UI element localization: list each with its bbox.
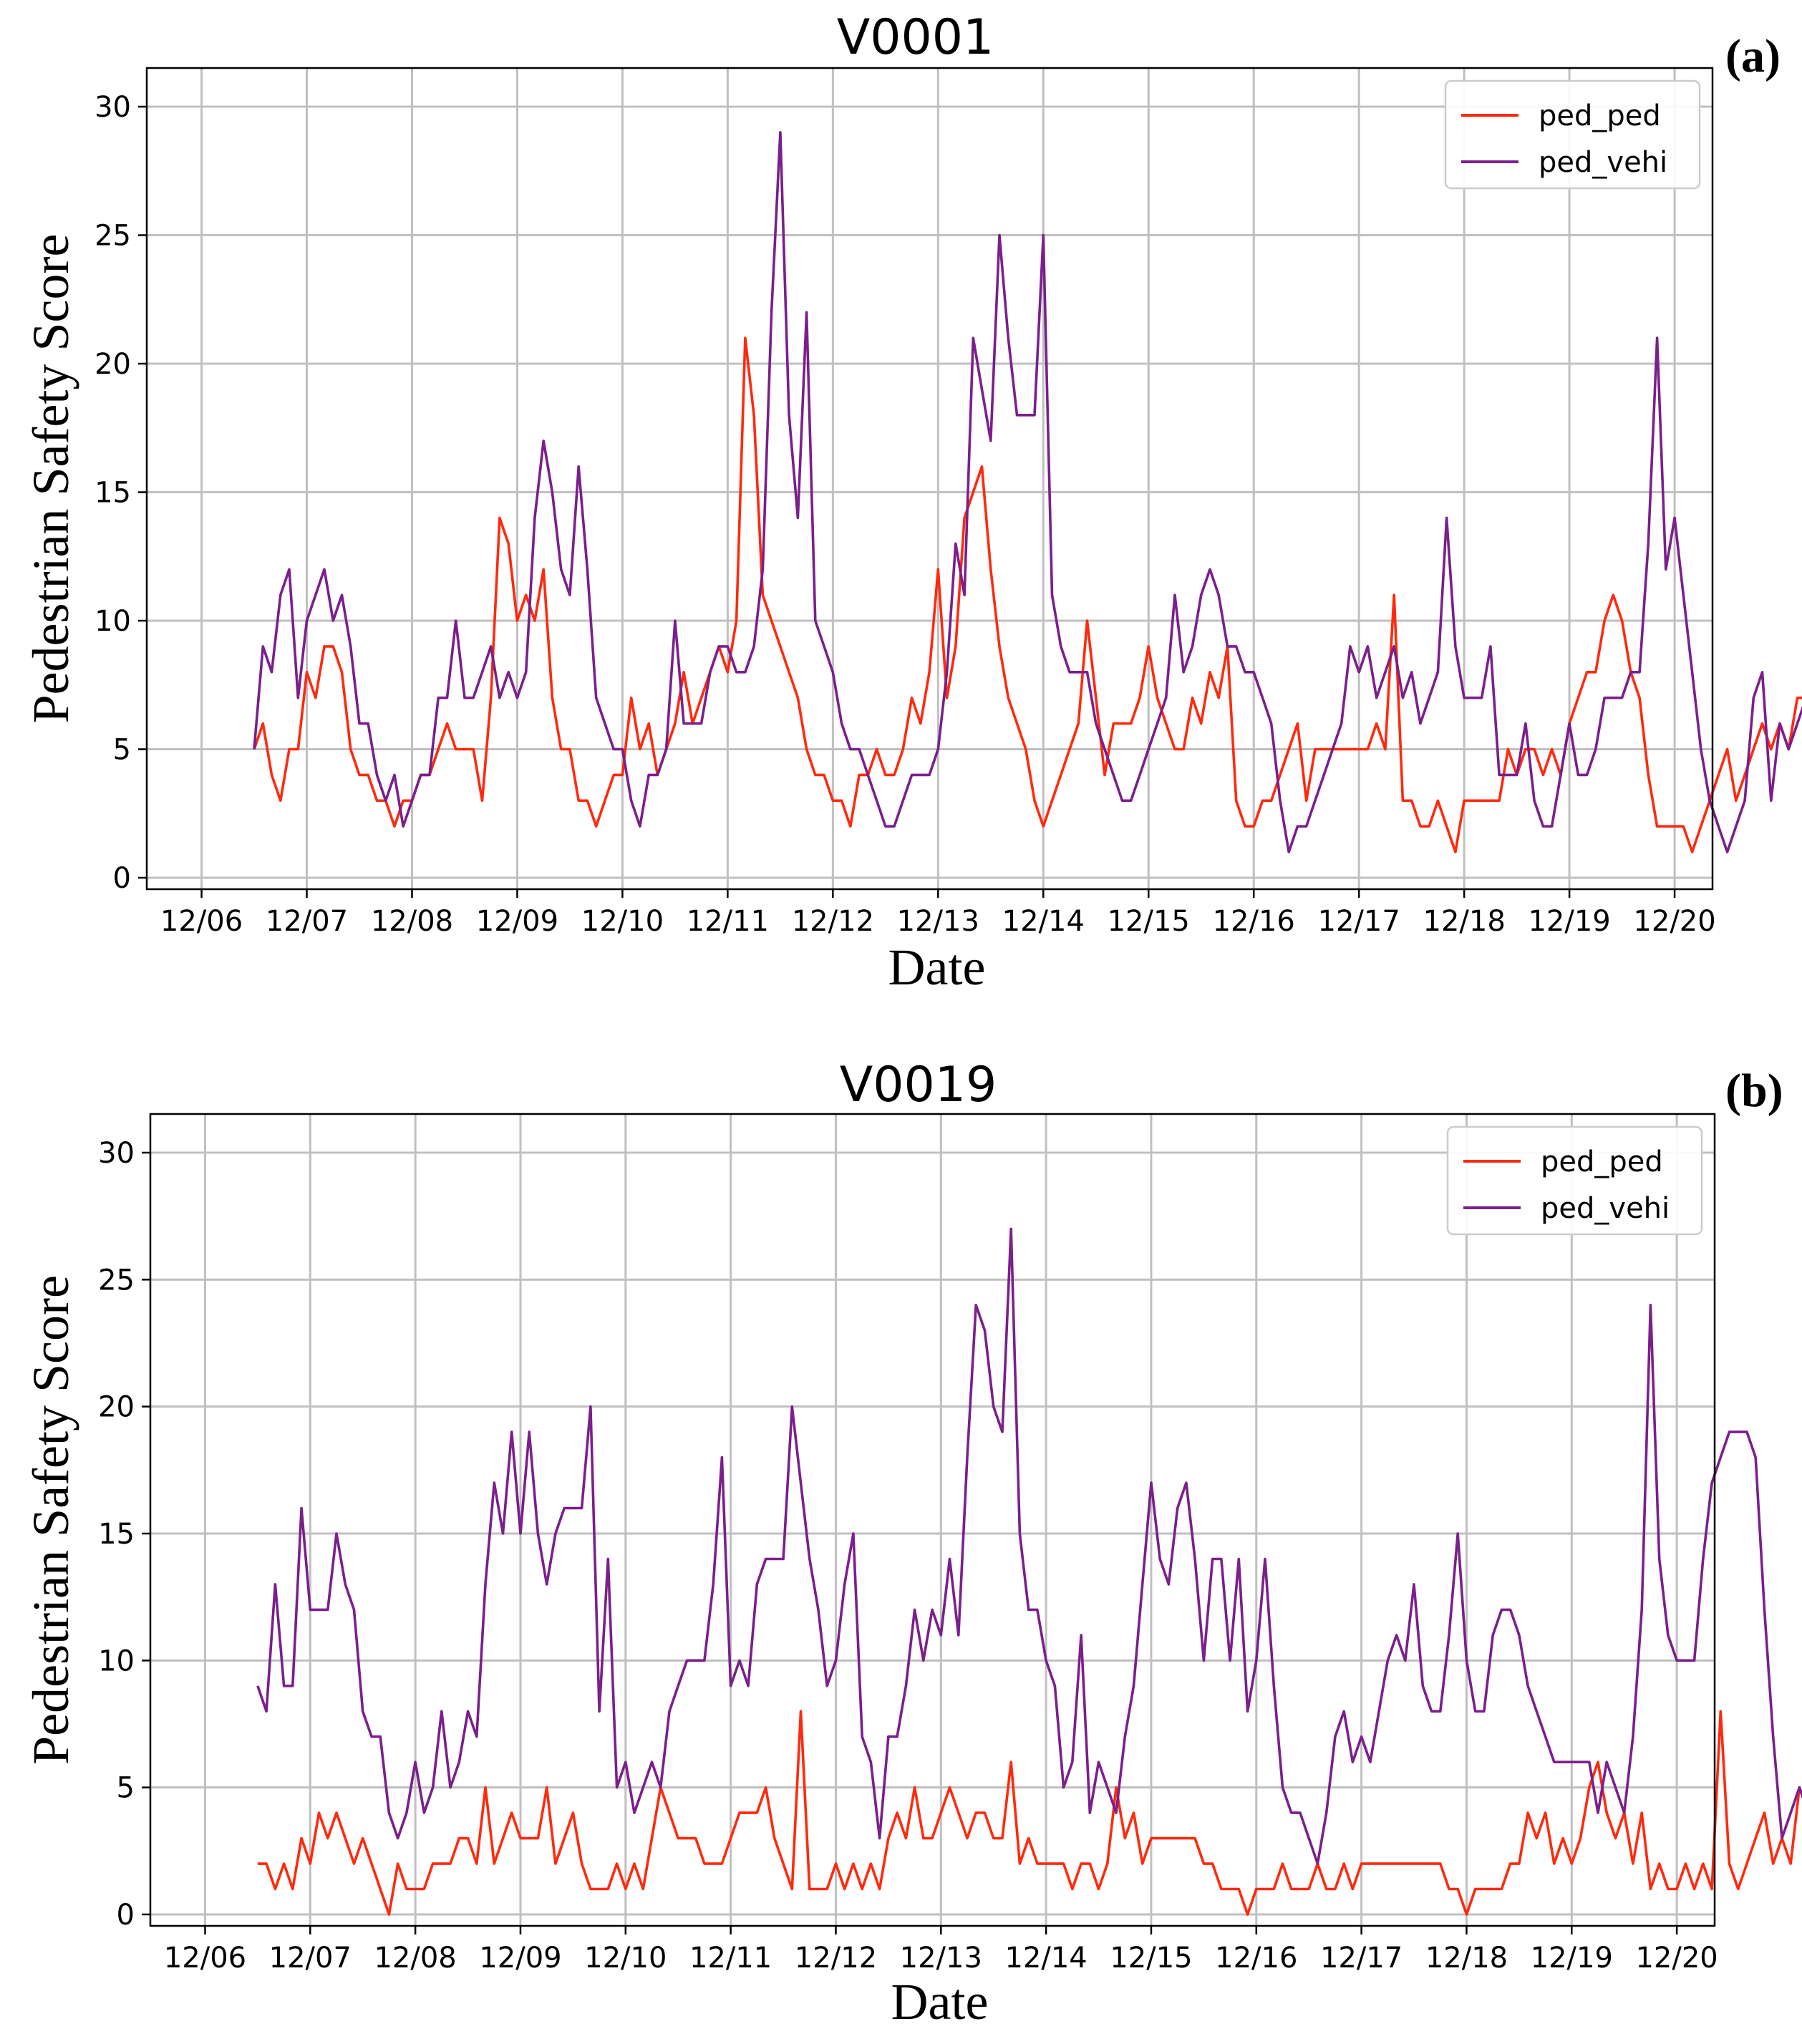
y-tick-label: 25 [98,1264,135,1297]
x-tick-label: 12/09 [479,1942,561,1975]
y-tick-label: 0 [117,1899,135,1932]
x-tick-label: 12/19 [1528,905,1610,938]
x-tick-label: 12/15 [1110,1942,1192,1975]
legend: ped_ped ped_vehi [1444,79,1701,190]
y-axis-label: Pedestrian Safety Score [22,1275,79,1765]
y-tick-label: 10 [98,1645,135,1677]
grid [147,68,1713,889]
series-line-ped_ped [257,1710,1802,1916]
legend: ped_ped ped_vehi [1446,1125,1703,1236]
series-line-ped_ped [253,336,1802,853]
x-tick-label: 12/20 [1633,905,1715,938]
plot-area [145,67,1714,891]
x-tick-label: 12/07 [269,1942,352,1975]
x-tick-label: 12/08 [374,1942,456,1975]
x-tick-label: 12/07 [266,905,348,938]
y-tick-label: 15 [98,1518,135,1551]
x-axis-label: Date [891,1973,989,2030]
y-tick-label: 15 [95,477,131,510]
y-tick-label: 30 [95,91,131,124]
x-tick-label: 12/17 [1320,1942,1403,1975]
x-tick-label: 12/11 [689,1942,772,1975]
x-tick-label: 12/10 [581,905,664,938]
y-tick-label: 25 [95,220,131,253]
chart-title: V0019 [840,1057,997,1113]
y-tick-label: 0 [113,862,131,895]
legend-label-ped_ped: ped_ped [1539,100,1661,132]
y-tick-label: 20 [95,348,131,381]
x-tick-label: 12/10 [584,1942,667,1975]
y-axis-label: Pedestrian Safety Score [22,234,79,724]
x-tick-label: 12/08 [371,905,453,938]
y-tick-label: 20 [98,1391,135,1424]
chart-panel-V0019: 0 5 10 15 20 25 30 12/06 12/07 12/08 12/09 12/10 12/… [22,1057,1802,2030]
x-tick-label: 12/14 [1004,1942,1087,1975]
chart-title: V0001 [837,9,994,66]
x-tick-label: 12/13 [900,1942,982,1975]
x-tick-label: 12/16 [1213,905,1295,938]
x-axis-label: Date [888,939,986,996]
panel-label: (b) [1725,1065,1783,1117]
x-tick-label: 12/06 [160,905,243,938]
x-tick-label: 12/14 [1002,905,1085,938]
x-tick-label: 12/12 [795,1942,877,1975]
y-tick-label: 5 [117,1772,135,1805]
x-tick-label: 12/13 [897,905,979,938]
x-tick-label: 12/11 [687,905,769,938]
x-tick-label: 12/16 [1215,1942,1297,1975]
x-tick-label: 12/09 [476,905,558,938]
x-tick-label: 12/12 [792,905,874,938]
plot-area [149,1113,1716,1927]
y-tick-label: 5 [113,734,131,767]
series-line-ped_vehi [256,1227,1802,1865]
panel-label: (a) [1725,30,1781,82]
x-tick-label: 12/18 [1423,905,1506,938]
x-tick-label: 12/18 [1425,1942,1508,1975]
x-tick-label: 12/19 [1531,1942,1613,1975]
x-tick-label: 12/20 [1635,1942,1718,1975]
y-tick-label: 30 [98,1137,135,1170]
x-tick-label: 12/17 [1318,905,1400,938]
chart-panel-V0001: 0 5 10 15 20 25 30 12/06 12/07 12/08 12/09 12/10 12/… [22,9,1802,996]
legend-label-ped_vehi: ped_vehi [1539,146,1667,179]
grid [150,1114,1715,1926]
x-tick-label: 12/15 [1108,905,1190,938]
legend-label-ped_ped: ped_ped [1541,1145,1663,1178]
y-tick-label: 10 [95,605,131,638]
x-tick-label: 12/06 [164,1942,246,1975]
legend-label-ped_vehi: ped_vehi [1541,1192,1670,1225]
